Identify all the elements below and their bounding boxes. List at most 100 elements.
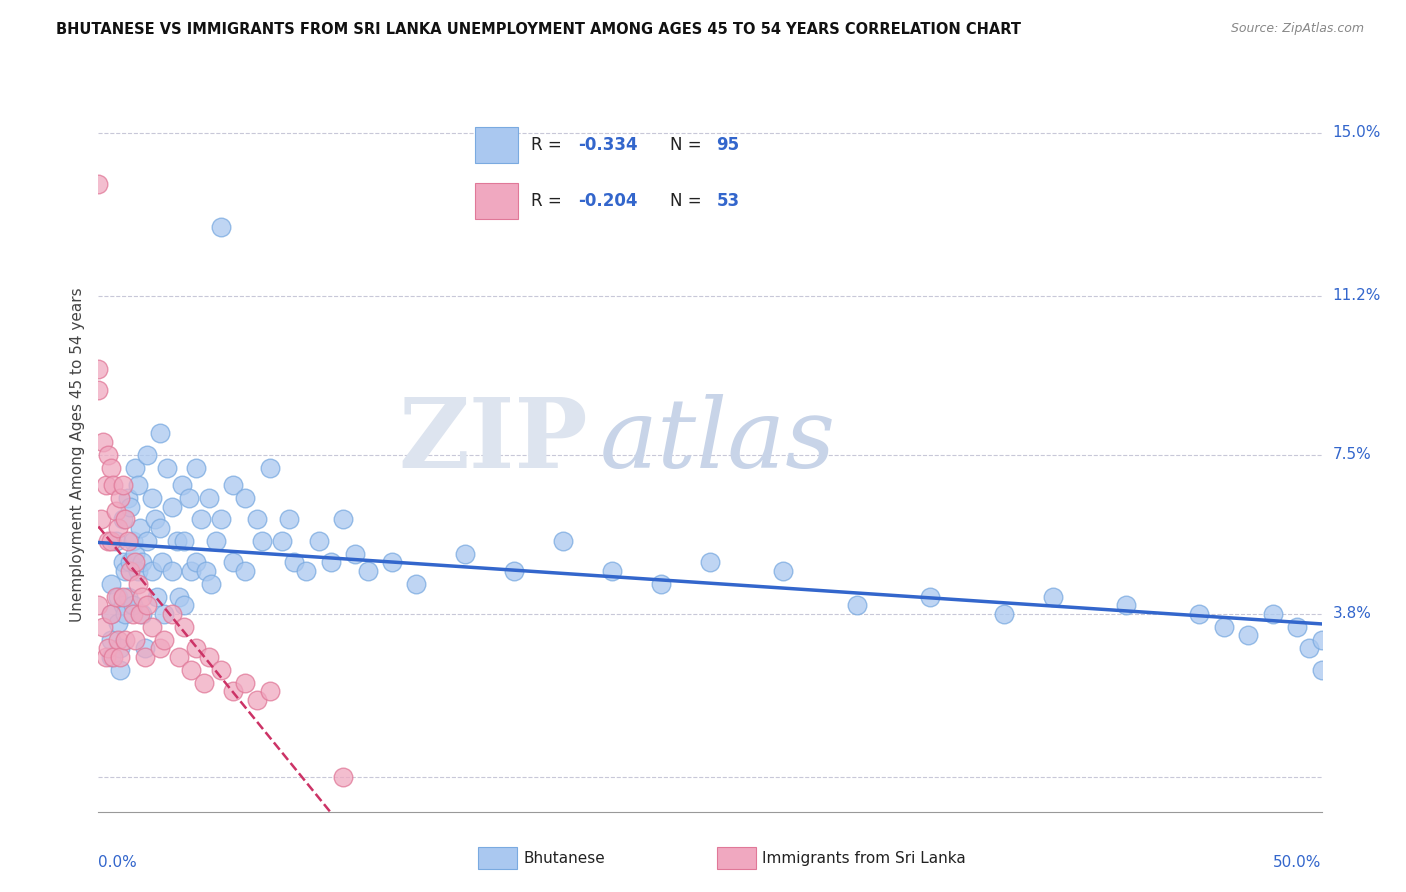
Point bbox=[173, 533, 195, 548]
Text: atlas: atlas bbox=[600, 393, 837, 488]
Point bbox=[111, 599, 134, 613]
Point bbox=[121, 599, 143, 613]
Text: 50.0%: 50.0% bbox=[1274, 855, 1322, 870]
Point bbox=[100, 460, 122, 475]
Point bbox=[993, 607, 1015, 621]
Point bbox=[121, 607, 143, 621]
Text: 7.5%: 7.5% bbox=[1333, 448, 1371, 462]
Point bbox=[283, 555, 305, 569]
Point bbox=[319, 555, 342, 569]
Point bbox=[100, 632, 122, 647]
Point bbox=[160, 500, 183, 514]
Point bbox=[129, 607, 152, 621]
Point bbox=[405, 577, 427, 591]
Point bbox=[107, 615, 129, 630]
Point bbox=[111, 555, 134, 569]
Point bbox=[259, 684, 281, 698]
Point bbox=[1286, 620, 1309, 634]
Point bbox=[104, 590, 127, 604]
Point bbox=[101, 478, 124, 492]
Point bbox=[195, 564, 218, 578]
Point bbox=[259, 460, 281, 475]
Text: 11.2%: 11.2% bbox=[1333, 288, 1381, 303]
Point bbox=[136, 533, 159, 548]
Point bbox=[167, 650, 190, 665]
Point bbox=[295, 564, 318, 578]
Point bbox=[114, 632, 136, 647]
Point bbox=[160, 564, 183, 578]
Point bbox=[134, 641, 156, 656]
Point bbox=[173, 620, 195, 634]
Point bbox=[845, 599, 868, 613]
Point bbox=[186, 641, 208, 656]
Point bbox=[146, 590, 169, 604]
Point bbox=[153, 632, 176, 647]
Point bbox=[100, 533, 122, 548]
Point bbox=[503, 564, 526, 578]
Point bbox=[180, 663, 202, 677]
Point bbox=[87, 362, 110, 376]
Point bbox=[141, 620, 163, 634]
Point bbox=[136, 599, 159, 613]
Point bbox=[120, 500, 142, 514]
Point bbox=[381, 555, 404, 569]
Point bbox=[167, 590, 190, 604]
Point bbox=[111, 512, 134, 526]
Point bbox=[91, 435, 114, 450]
Text: Source: ZipAtlas.com: Source: ZipAtlas.com bbox=[1230, 22, 1364, 36]
Point bbox=[141, 564, 163, 578]
Point bbox=[104, 533, 127, 548]
Point bbox=[127, 564, 149, 578]
Point bbox=[332, 770, 354, 784]
Point bbox=[110, 663, 132, 677]
Point bbox=[107, 521, 129, 535]
Point bbox=[205, 533, 228, 548]
Point bbox=[356, 564, 378, 578]
Point bbox=[209, 220, 232, 235]
Point bbox=[110, 650, 132, 665]
Point bbox=[332, 512, 354, 526]
Point bbox=[1298, 641, 1320, 656]
Text: BHUTANESE VS IMMIGRANTS FROM SRI LANKA UNEMPLOYMENT AMONG AGES 45 TO 54 YEARS CO: BHUTANESE VS IMMIGRANTS FROM SRI LANKA U… bbox=[56, 22, 1021, 37]
Point bbox=[121, 533, 143, 548]
Point bbox=[107, 632, 129, 647]
Point bbox=[150, 555, 173, 569]
Point bbox=[127, 478, 149, 492]
Point bbox=[699, 555, 721, 569]
Point bbox=[110, 641, 132, 656]
Point bbox=[149, 521, 172, 535]
Point bbox=[233, 675, 256, 690]
Point bbox=[124, 632, 146, 647]
Point bbox=[233, 564, 256, 578]
Point bbox=[124, 460, 146, 475]
Text: 15.0%: 15.0% bbox=[1333, 125, 1381, 140]
Point bbox=[107, 590, 129, 604]
Point bbox=[97, 641, 120, 656]
Point bbox=[553, 533, 575, 548]
Point bbox=[222, 684, 245, 698]
Point bbox=[200, 577, 222, 591]
Point bbox=[127, 577, 149, 591]
Point bbox=[100, 607, 122, 621]
Point bbox=[454, 547, 477, 561]
Point bbox=[117, 491, 139, 505]
Point bbox=[141, 491, 163, 505]
Point bbox=[772, 564, 794, 578]
Point bbox=[166, 533, 188, 548]
Point bbox=[1212, 620, 1234, 634]
Point bbox=[1261, 607, 1284, 621]
Point bbox=[131, 590, 153, 604]
Point bbox=[97, 448, 120, 462]
Point bbox=[87, 384, 110, 398]
Point bbox=[100, 607, 122, 621]
Point bbox=[246, 693, 269, 707]
Point bbox=[180, 564, 202, 578]
Point bbox=[136, 448, 159, 462]
Point bbox=[100, 650, 122, 665]
Text: 3.8%: 3.8% bbox=[1333, 607, 1372, 622]
Point bbox=[190, 512, 212, 526]
Point bbox=[153, 607, 176, 621]
Point bbox=[209, 512, 232, 526]
Point bbox=[114, 564, 136, 578]
Point bbox=[110, 491, 132, 505]
